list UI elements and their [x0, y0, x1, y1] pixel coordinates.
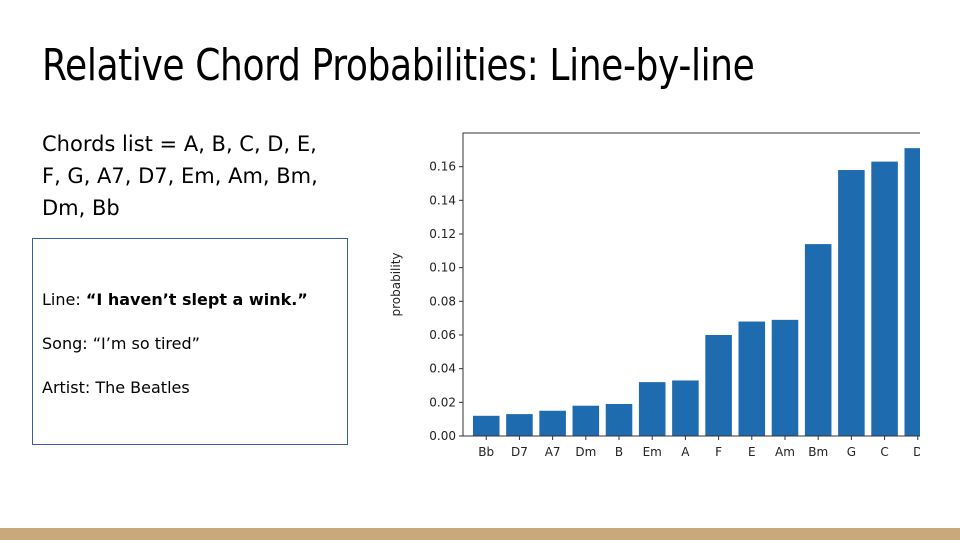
x-tick-label: D7 — [511, 445, 528, 459]
x-tick-label: Bb — [478, 445, 494, 459]
x-tick-label: A — [681, 445, 690, 459]
x-tick-label: F — [715, 445, 722, 459]
x-tick-label: C — [880, 445, 888, 459]
bar-a — [672, 380, 699, 436]
y-axis-label: probability — [389, 252, 403, 316]
bar-chart: Bb D7 A7 Dm B Em A F E Am Bm G C D 0.00 0.02 0.04 0.06 0.0… — [389, 132, 920, 459]
bar-c — [871, 161, 898, 436]
y-tick-label: 0.00 — [429, 429, 456, 443]
y-tick-label: 0.14 — [429, 193, 456, 207]
plot-frame — [462, 132, 920, 437]
slide-title: Relative Chord Probabilities: Line-by-li… — [42, 40, 755, 91]
y-tick-label: 0.10 — [429, 261, 456, 275]
bar-a7 — [539, 410, 566, 436]
x-tick-label: E — [748, 445, 756, 459]
bar-d7 — [506, 414, 533, 436]
bar-b — [605, 404, 633, 436]
y-tick-label: 0.12 — [429, 227, 456, 241]
artist-info: Artist: The Beatles — [42, 378, 190, 397]
bar-g — [838, 170, 865, 436]
line-lyric: “I haven’t slept a wink.” — [85, 290, 308, 309]
x-tick-label: G — [847, 445, 856, 459]
y-tick-label: 0.08 — [429, 294, 456, 308]
x-tick-label: A7 — [545, 445, 561, 459]
x-tick-label: Am — [775, 445, 795, 459]
y-tick-label: 0.06 — [429, 328, 456, 342]
x-tick-label: Bm — [808, 445, 828, 459]
song-info-box: Line: “I haven’t slept a wink.” Song: “I… — [32, 238, 348, 445]
bar-d — [904, 148, 920, 436]
bar-bm — [804, 244, 832, 436]
bar-em — [638, 382, 666, 436]
bar-f — [705, 335, 732, 436]
bar-bb — [472, 415, 500, 436]
bar-e — [738, 321, 766, 436]
x-tick-label: Dm — [575, 445, 596, 459]
bar-dm — [572, 405, 600, 436]
bar-am — [771, 319, 799, 436]
x-tick-label: Em — [643, 445, 662, 459]
song-info: Song: “I’m so tired” — [42, 334, 200, 353]
y-tick-label: 0.04 — [429, 362, 456, 376]
y-tick-label: 0.02 — [429, 395, 456, 409]
x-tick-label: D — [913, 445, 920, 459]
chords-list: Chords list = A, B, C, D, E, F, G, A7, D… — [42, 132, 318, 220]
line-info: Line: “I haven’t slept a wink.” — [42, 290, 308, 309]
line-label: Line: — [42, 290, 86, 309]
x-tick-label: B — [615, 445, 623, 459]
footer-bar — [0, 528, 960, 540]
y-tick-label: 0.16 — [429, 160, 456, 174]
